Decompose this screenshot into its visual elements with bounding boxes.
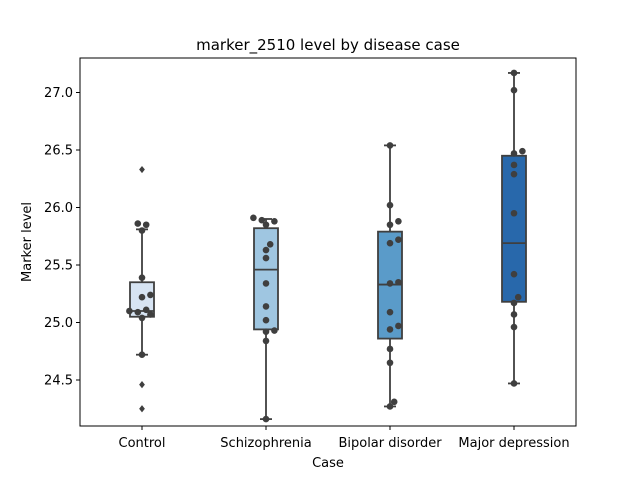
x-tick-label: Major depression: [458, 436, 569, 451]
data-point: [386, 308, 394, 316]
data-point: [266, 241, 274, 248]
data-point: [514, 293, 522, 301]
data-point: [386, 403, 394, 410]
y-tick-label: 25.5: [44, 259, 73, 274]
data-point: [142, 306, 150, 314]
data-point: [386, 345, 394, 353]
data-point: [395, 236, 402, 243]
data-point: [510, 69, 518, 77]
data-point: [147, 311, 154, 318]
y-axis-label: Marker level: [20, 202, 35, 282]
data-point: [262, 328, 270, 336]
data-point: [262, 303, 270, 310]
outlier-marker: [139, 405, 145, 413]
plot-area: [126, 69, 527, 423]
data-point: [510, 311, 518, 318]
data-point: [510, 161, 518, 169]
data-point: [262, 415, 270, 423]
chart-title: marker_2510 level by disease case: [196, 36, 460, 55]
x-axis-label: Case: [312, 456, 344, 471]
data-point: [138, 293, 146, 301]
x-tick-label: Bipolar disorder: [338, 436, 442, 451]
data-point: [395, 278, 402, 286]
data-point: [510, 170, 518, 178]
data-point: [138, 351, 146, 359]
data-point: [142, 221, 150, 229]
data-point: [510, 150, 518, 157]
outlier-marker: [139, 381, 145, 389]
data-point: [386, 142, 394, 149]
outlier-marker: [139, 165, 145, 174]
data-point: [395, 218, 402, 225]
data-point: [510, 209, 518, 217]
data-point: [386, 201, 394, 209]
x-tick-label: Control: [119, 436, 166, 451]
data-point: [262, 337, 270, 345]
box: [253, 227, 279, 331]
data-point: [134, 220, 142, 227]
box-group-3: [501, 72, 527, 385]
data-point: [250, 214, 257, 222]
swarm-group-2: [386, 142, 402, 410]
data-point: [510, 299, 518, 307]
box-group-0: [129, 165, 155, 413]
data-point: [386, 221, 394, 229]
data-point: [386, 239, 394, 247]
box: [501, 154, 527, 303]
y-tick-label: 25.0: [44, 316, 73, 331]
data-point: [271, 218, 278, 225]
data-point: [138, 274, 146, 281]
x-tick-label: Schizophrenia: [220, 436, 311, 451]
data-point: [262, 221, 270, 229]
y-tick-label: 26.0: [44, 201, 73, 216]
data-point: [147, 291, 154, 299]
data-point: [510, 323, 518, 331]
data-point: [138, 227, 146, 234]
y-tick-label: 26.5: [44, 144, 73, 159]
data-point: [258, 216, 266, 224]
box-group-2: [377, 144, 403, 408]
data-point: [262, 316, 270, 324]
y-tick-label: 24.5: [44, 374, 73, 389]
data-point: [510, 380, 518, 387]
data-point: [519, 147, 526, 155]
data-point: [134, 308, 142, 316]
data-point: [262, 280, 270, 287]
data-point: [386, 326, 394, 333]
data-point: [510, 270, 518, 278]
swarm-group-0: [126, 220, 154, 359]
data-point: [390, 398, 398, 406]
data-point: [510, 86, 518, 94]
data-point: [271, 327, 278, 334]
plot-frame: [79, 57, 577, 427]
swarm-group-1: [250, 214, 278, 423]
data-point: [386, 280, 394, 287]
data-point: [262, 246, 270, 254]
data-point: [126, 307, 133, 315]
swarm-group-3: [510, 69, 526, 387]
axes: 24.5 25.0 25.5 26.0 26.5 27.0 Control Schizophr…: [44, 57, 577, 451]
data-point: [395, 322, 402, 330]
y-tick-label: 27.0: [44, 86, 73, 101]
data-point: [386, 359, 394, 367]
data-point: [138, 314, 146, 322]
data-point: [262, 254, 270, 262]
